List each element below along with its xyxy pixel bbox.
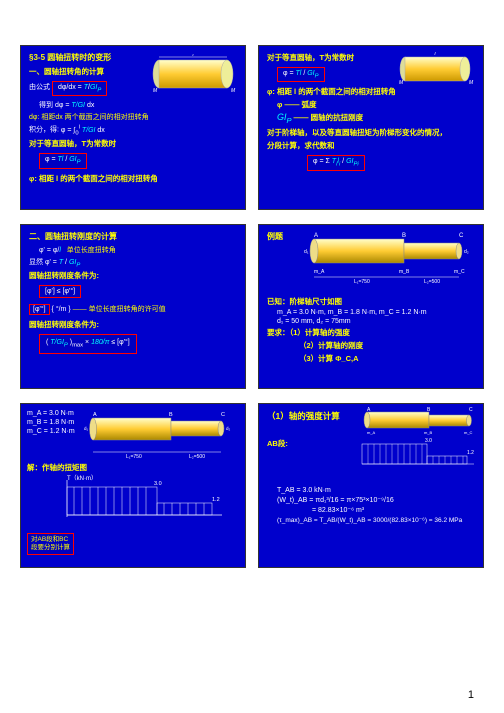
req: 要求：（1）计算轴的强度: [267, 327, 475, 338]
sub: φ —— 弧度: [277, 99, 475, 110]
slide-3: 二、圆轴扭转刚度的计算 φ' = φ/l 单位长度扭转角 显然 φ' = T /…: [20, 224, 246, 389]
calc: T_AB = 3.0 kN·m: [277, 487, 475, 494]
data: m_B = 1.8 N·m: [27, 419, 75, 426]
stepped-shaft-3: A B C m_A m_B m_C: [359, 406, 479, 436]
svg-text:m_B: m_B: [399, 269, 410, 275]
sub: 圆轴扭转刚度条件为:: [29, 270, 237, 281]
unit2: { °/m }: [52, 306, 71, 313]
svg-text:M: M: [153, 88, 158, 94]
note: 单位长度扭转角: [67, 247, 116, 254]
torque-unit: T（kN·m）: [67, 473, 97, 482]
slide-4: 例题 A B C d₁ d₂ m_A m_B m_C L₁=750 L₂=500…: [258, 224, 484, 389]
slides-grid: §3-5 圆轴扭转时的变形 一、圆轴扭转角的计算 l M M 由公式 dφ/dx…: [0, 0, 504, 568]
req: （2）计算轴的刚度: [299, 340, 475, 351]
sub: 分段计算，求代数和: [267, 140, 475, 151]
calc: (W_t)_AB = πd₁³/16 = π×75³×10⁻⁹/16: [277, 496, 475, 504]
svg-text:1.2: 1.2: [212, 497, 220, 503]
formula: φ = ∫0l T/GI dx: [61, 127, 105, 134]
svg-text:m_A: m_A: [314, 269, 325, 275]
slide3-heading: 二、圆轴扭转刚度的计算: [29, 231, 237, 242]
sub: φ: 相距 l 的两个截面之间的相对扭转角: [267, 86, 475, 97]
sub: 对于阶梯轴，以及等直圆轴扭矩为阶梯形变化的情况，: [267, 127, 475, 138]
svg-text:l: l: [192, 54, 194, 58]
label: 得到: [39, 102, 53, 109]
sub: φ: 相距 l 的两个截面之间的相对扭转角: [29, 173, 237, 184]
formula-box: φ = Tl / GIP: [39, 153, 87, 168]
data: m_A = 3.0 N·m: [27, 410, 75, 417]
svg-text:B: B: [169, 412, 173, 418]
label: 显然: [29, 259, 43, 266]
svg-text:C: C: [469, 407, 473, 413]
svg-text:m_A: m_A: [367, 430, 376, 435]
svg-text:3.0: 3.0: [154, 481, 162, 487]
svg-text:d₁: d₁: [84, 426, 89, 431]
svg-text:L₂=500: L₂=500: [189, 454, 205, 460]
given: m_A = 3.0 N·m, m_B = 1.8 N·m, m_C = 1.2 …: [277, 309, 475, 316]
svg-text:m_C: m_C: [454, 269, 465, 275]
gi: GIP: [277, 112, 292, 122]
formula-box: φ = Σ Tili / GIPi: [307, 155, 365, 170]
sub: 圆轴扭转刚度条件为:: [29, 319, 237, 330]
note: —— 单位长度扭转角的许可值: [73, 306, 166, 313]
unit: [φ'°]: [33, 306, 46, 313]
svg-text:M: M: [231, 88, 236, 94]
svg-text:L₁=750: L₁=750: [354, 279, 370, 284]
svg-text:M: M: [469, 80, 474, 86]
formula-box-big: ( T/GIP )max × 180/π ≤ [φ'°]: [39, 334, 137, 353]
cylinder-diagram-2: l M M: [397, 52, 477, 86]
gi-label: —— 圆轴的抗扭刚度: [293, 113, 363, 122]
svg-text:L₁=750: L₁=750: [126, 454, 142, 460]
solve-label: 解：作轴的扭矩图: [27, 462, 239, 473]
slide-2: l M M 对于等直圆轴，T为常数时 φ = Tl / GIP φ: 相距 l …: [258, 45, 484, 210]
slide-6: （1）轴的强度计算 A B C m_A m_B m_C: [258, 403, 484, 568]
cylinder-diagram-1: l M M: [149, 54, 239, 94]
svg-text:A: A: [314, 233, 318, 239]
svg-text:m_C: m_C: [464, 430, 473, 435]
slide-5: m_A = 3.0 N·m m_B = 1.8 N·m m_C = 1.2 N·…: [20, 403, 246, 568]
svg-text:A: A: [93, 412, 97, 418]
svg-text:l: l: [434, 52, 436, 57]
calc: = 82.83×10⁻⁶ m³: [312, 506, 475, 514]
svg-text:C: C: [459, 233, 464, 239]
svg-text:1.2: 1.2: [467, 450, 474, 456]
stepped-shaft-2: A B C d₁ d₂ L₁=750 L₂=500: [81, 408, 236, 460]
formula: dφ = T/GI dx: [55, 102, 94, 109]
formula-box: φ = Tl / GIP: [277, 67, 325, 82]
calc: (τ_max)_AB = T_AB/(W_t)_AB = 3000/(82.83…: [277, 516, 475, 524]
label: 积分，得:: [29, 127, 59, 134]
given: d₁ = 50 mm, d₂ = 75mm: [277, 318, 475, 325]
formula: φ' = φ/l: [39, 247, 61, 254]
svg-text:C: C: [221, 412, 225, 418]
svg-text:m_B: m_B: [424, 430, 433, 435]
formula: φ' = T / GIP: [45, 259, 80, 266]
note-box: 对AB段和BC段要分别计算: [27, 533, 74, 555]
stepped-shaft-1: A B C d₁ d₂ m_A m_B m_C L₁=750 L₂=500: [299, 229, 474, 284]
req: （3）计算 Φ_C,A: [299, 353, 475, 364]
svg-text:3.0: 3.0: [425, 438, 432, 444]
label: 由公式: [29, 84, 50, 91]
svg-text:L₂=500: L₂=500: [424, 279, 440, 284]
sub: 对于等直圆轴，T为常数时: [29, 138, 237, 149]
formula: dφ/dx = T/GIP: [58, 84, 101, 91]
formula-box: [φ'] ≤ [φ'°]: [39, 285, 81, 298]
svg-text:B: B: [402, 233, 406, 239]
given: 已知：阶梯轴尺寸如图: [267, 296, 475, 307]
svg-text:d₁: d₁: [304, 249, 309, 255]
page-number: 1: [468, 689, 474, 701]
svg-text:d₂: d₂: [464, 249, 469, 255]
torque-diagram-small: 3.0 1.2: [359, 436, 477, 468]
svg-text:M: M: [399, 80, 404, 86]
svg-text:B: B: [427, 407, 431, 413]
data: m_C = 1.2 N·m: [27, 428, 75, 435]
svg-text:d₂: d₂: [226, 426, 231, 431]
note: dφ: 相距dx 两个截面之间的相对扭转角: [29, 112, 237, 122]
slide-1: §3-5 圆轴扭转时的变形 一、圆轴扭转角的计算 l M M 由公式 dφ/dx…: [20, 45, 246, 210]
